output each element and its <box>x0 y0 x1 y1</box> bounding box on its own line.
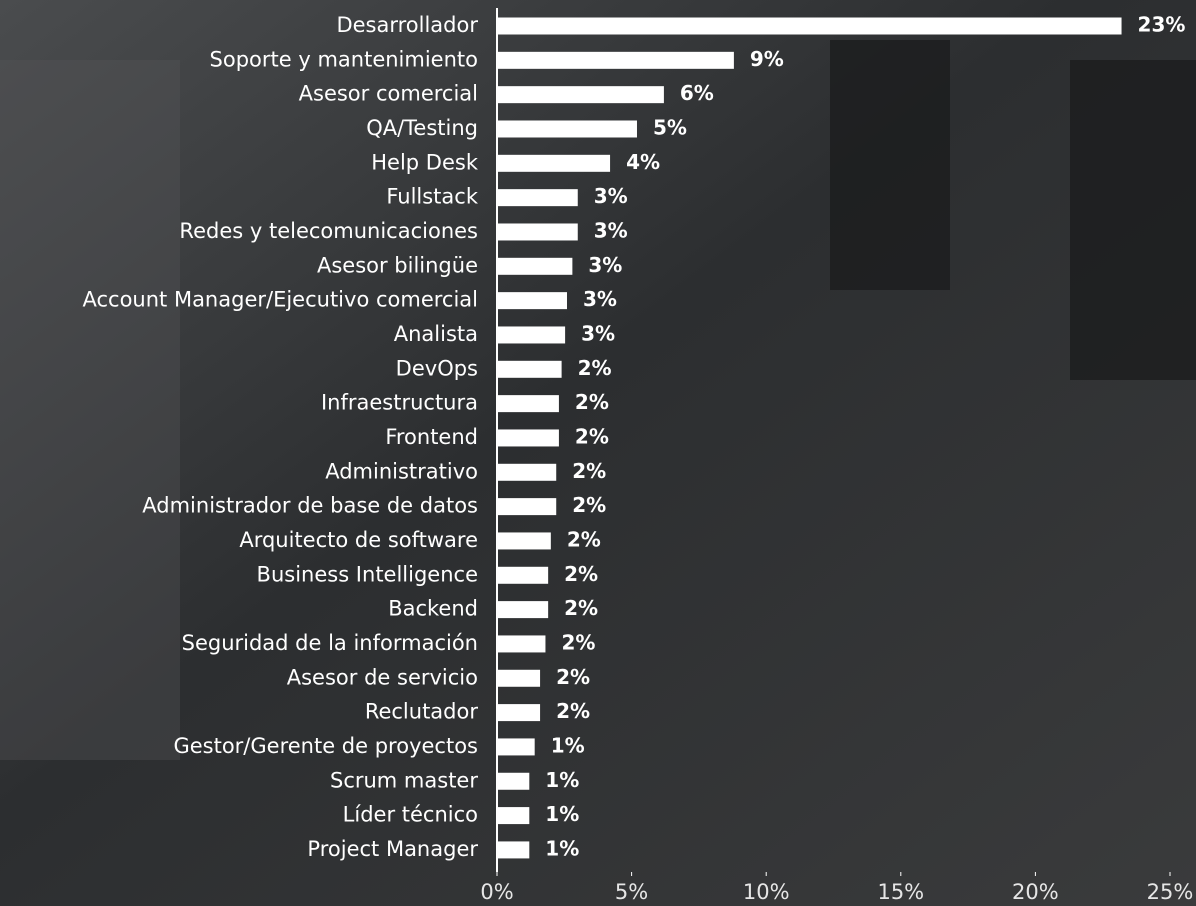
x-tick-label: 25% <box>1147 880 1194 904</box>
value-label: 1% <box>545 768 579 792</box>
value-label: 2% <box>561 630 595 654</box>
category-label: Analista <box>394 322 478 346</box>
value-label: 2% <box>572 459 606 483</box>
category-label: Infraestructura <box>321 391 478 415</box>
value-label: 2% <box>578 356 612 380</box>
category-label: Soporte y mantenimiento <box>210 47 478 71</box>
bar <box>497 498 556 515</box>
bar <box>497 361 562 378</box>
bar <box>497 395 559 412</box>
value-label: 9% <box>750 47 784 71</box>
value-label: 3% <box>588 253 622 277</box>
value-label: 2% <box>575 424 609 448</box>
category-label: Fullstack <box>386 185 478 209</box>
bar <box>497 601 548 618</box>
category-label: Redes y telecomunicaciones <box>179 219 478 243</box>
bar <box>497 429 559 446</box>
category-label: Administrativo <box>325 459 478 483</box>
x-tick-label: 10% <box>743 880 790 904</box>
category-label: Help Desk <box>371 150 479 174</box>
category-label: Seguridad de la información <box>182 631 478 655</box>
bar <box>497 773 529 790</box>
bar <box>497 292 567 309</box>
category-label: Backend <box>388 597 478 621</box>
value-label: 5% <box>653 115 687 139</box>
value-label: 2% <box>575 390 609 414</box>
category-label: Gestor/Gerente de proyectos <box>173 734 478 758</box>
category-label: Frontend <box>385 425 478 449</box>
bar <box>497 18 1122 35</box>
category-label: Asesor de servicio <box>287 665 478 689</box>
value-label: 2% <box>564 562 598 586</box>
value-label: 4% <box>626 150 660 174</box>
value-label: 2% <box>567 527 601 551</box>
x-tick-label: 20% <box>1012 880 1059 904</box>
bar <box>497 52 734 69</box>
category-label: Reclutador <box>365 700 479 724</box>
category-label: Project Manager <box>307 837 478 861</box>
value-label: 2% <box>556 699 590 723</box>
background-person <box>0 60 180 760</box>
category-label: Asesor comercial <box>299 82 478 106</box>
bar <box>497 189 578 206</box>
value-label: 1% <box>551 733 585 757</box>
category-label: Desarrollador <box>336 13 478 37</box>
x-tick-label: 5% <box>615 880 648 904</box>
value-label: 2% <box>564 596 598 620</box>
x-tick-label: 0% <box>480 880 513 904</box>
bar <box>497 155 610 172</box>
x-tick-label: 15% <box>877 880 924 904</box>
category-label: Business Intelligence <box>257 562 478 586</box>
value-label: 23% <box>1138 13 1186 37</box>
bar <box>497 841 529 858</box>
value-label: 1% <box>545 836 579 860</box>
category-label: Administrador de base de datos <box>142 494 478 518</box>
bar <box>497 326 565 343</box>
value-label: 3% <box>581 321 615 345</box>
bar <box>497 567 548 584</box>
value-label: 3% <box>594 218 628 242</box>
value-label: 3% <box>594 184 628 208</box>
bar <box>497 670 540 687</box>
bar <box>497 532 551 549</box>
chart: 0% 5% 10% 15% 20% 25% Desarrollador 23% Soporte … <box>0 0 1196 906</box>
value-label: 3% <box>583 287 617 311</box>
value-label: 2% <box>556 665 590 689</box>
bar <box>497 464 556 481</box>
bar <box>497 704 540 721</box>
category-label: QA/Testing <box>366 116 478 140</box>
value-label: 2% <box>572 493 606 517</box>
bar <box>497 86 664 103</box>
value-label: 6% <box>680 81 714 105</box>
category-label: Scrum master <box>330 768 478 792</box>
background-monitor <box>830 40 950 290</box>
background-monitor <box>1070 60 1196 380</box>
bar <box>497 807 529 824</box>
category-label: DevOps <box>396 356 478 380</box>
bar <box>497 258 572 275</box>
category-label: Arquitecto de software <box>239 528 478 552</box>
bar <box>497 738 535 755</box>
value-label: 1% <box>545 802 579 826</box>
bar <box>497 635 545 652</box>
category-label: Asesor bilingüe <box>317 253 478 277</box>
bar <box>497 223 578 240</box>
category-label: Líder técnico <box>343 803 478 827</box>
bar <box>497 120 637 137</box>
category-label: Account Manager/Ejecutivo comercial <box>82 288 478 312</box>
